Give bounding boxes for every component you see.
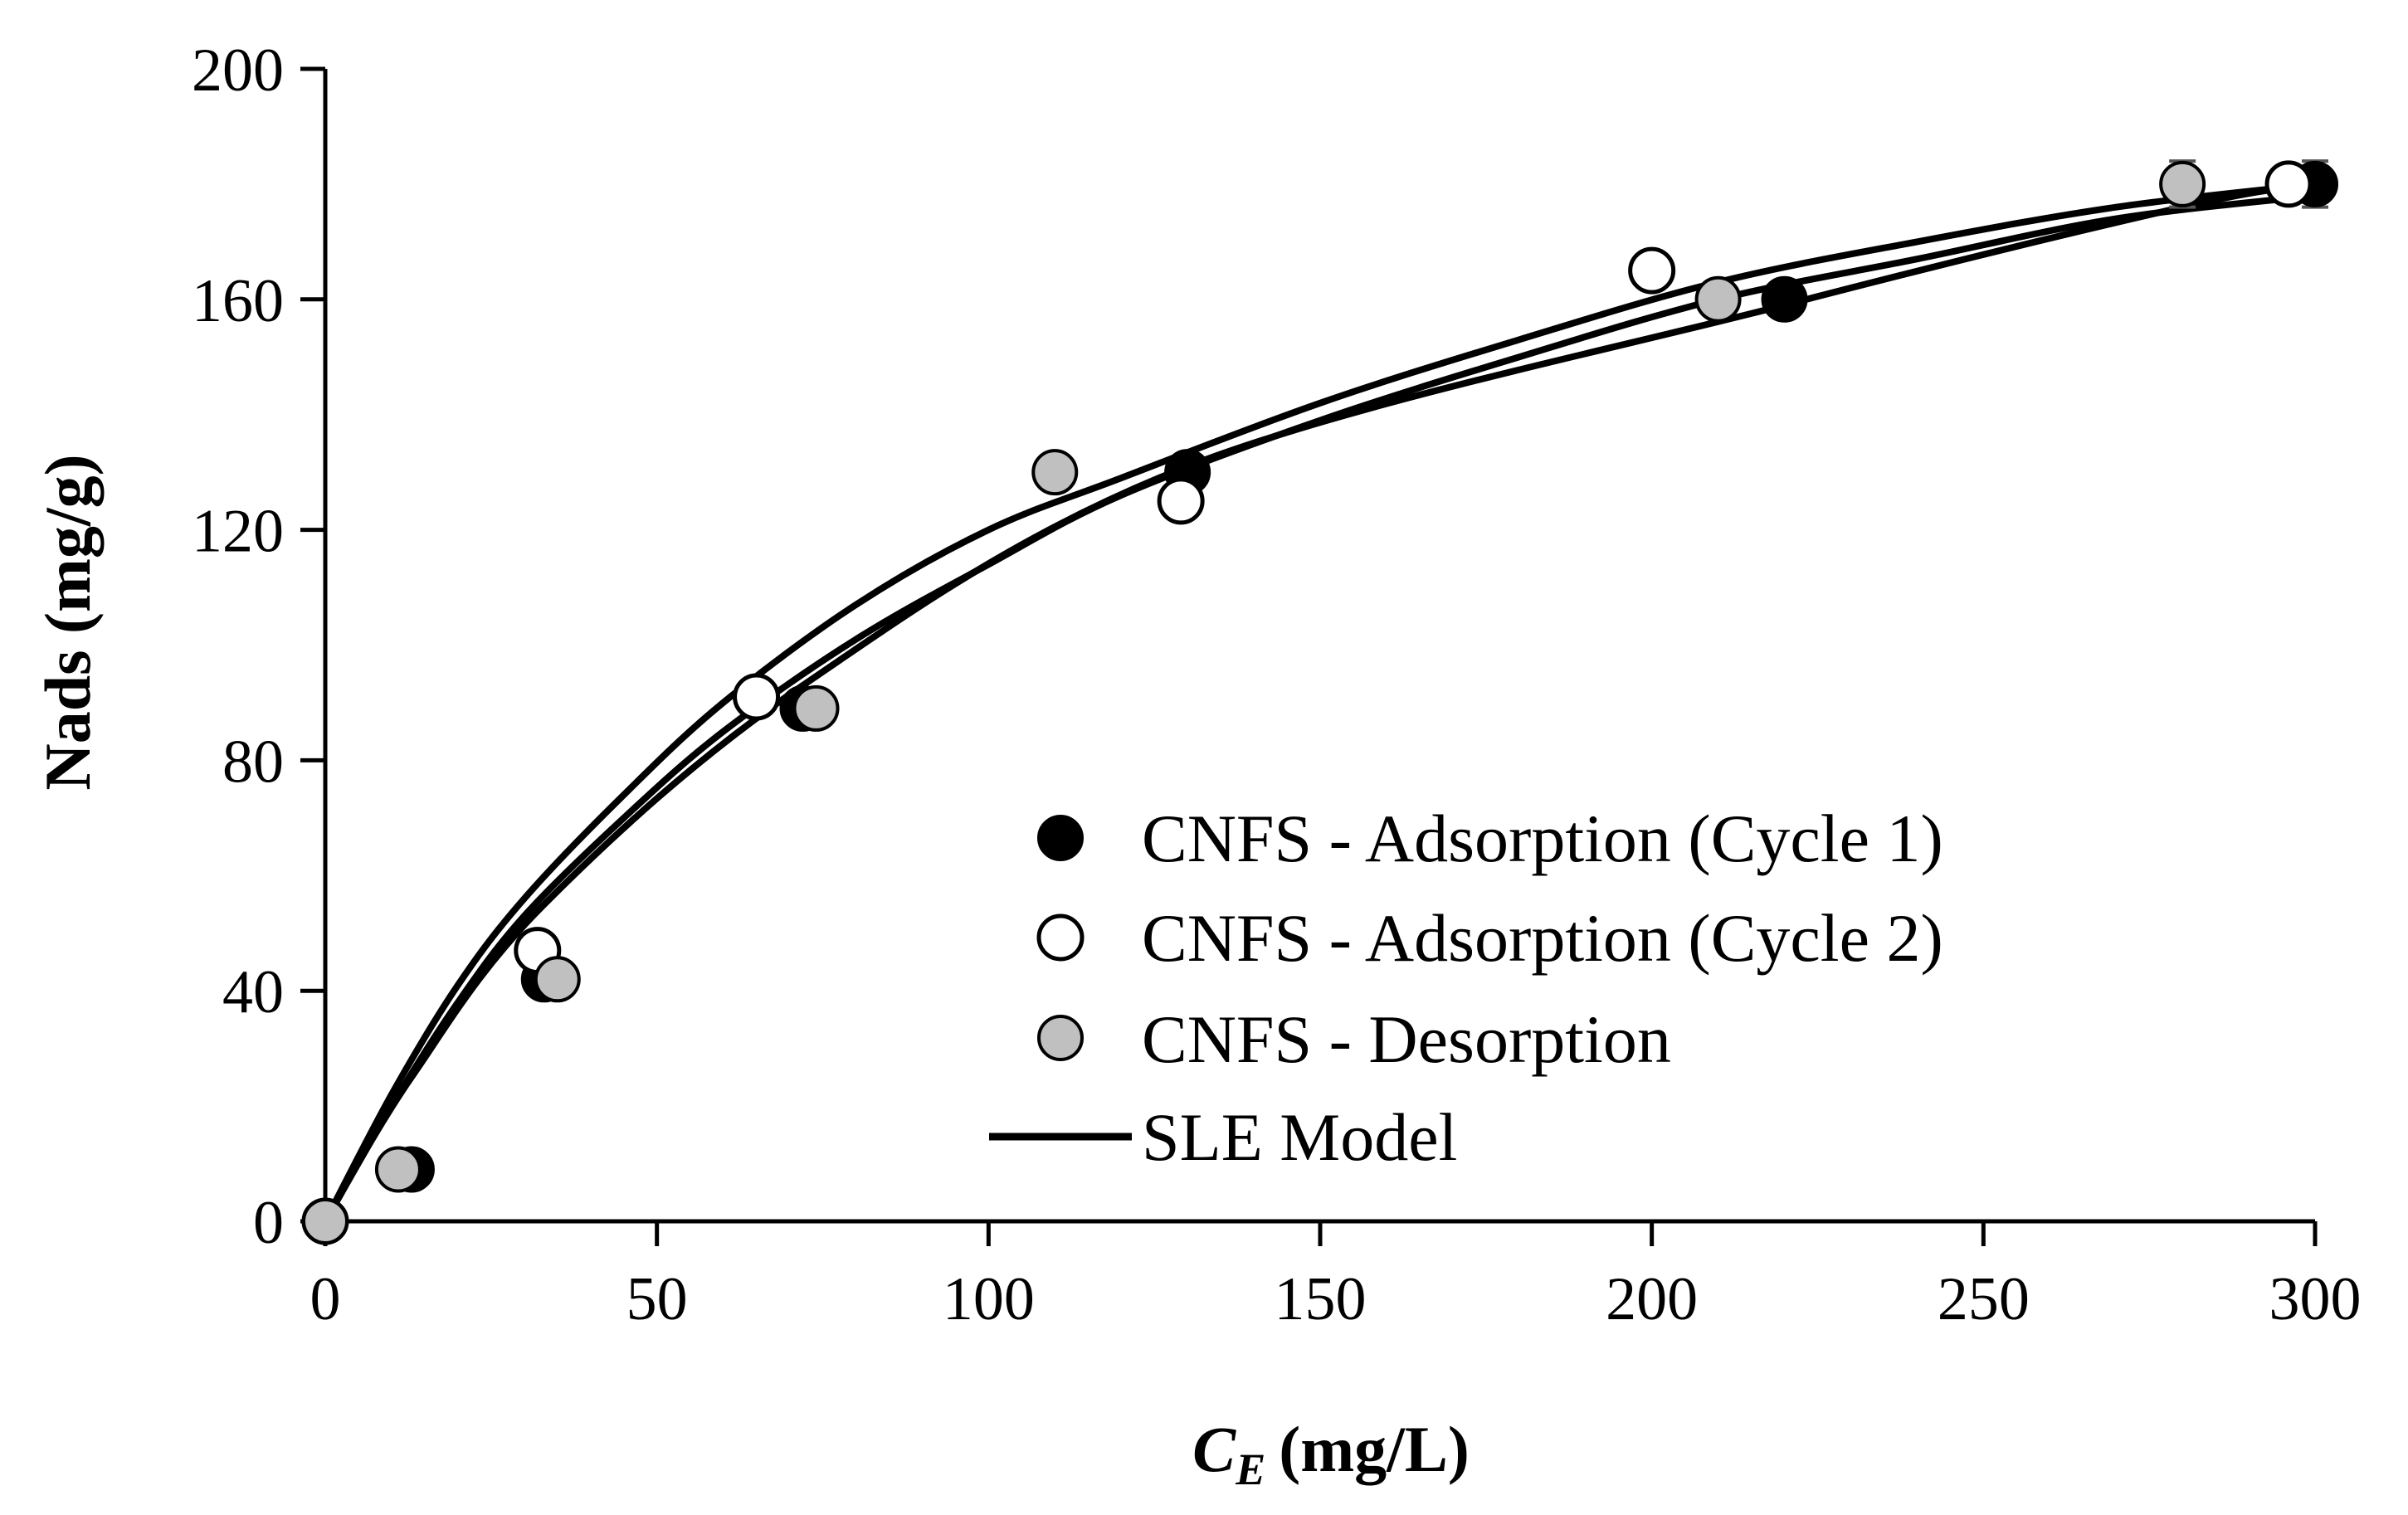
point-cycle2 [1157,477,1205,525]
x-axis-title-main: C [1192,1413,1236,1485]
legend-label-model: SLE Model [1142,1099,1457,1175]
y-axis-title: Nads (mg/g) [32,454,104,790]
point-cycle1 [1761,275,1808,323]
point-cycle2 [733,673,781,721]
legend-label-cycle1: CNFS - Adsorption (Cycle 1) [1142,801,1943,876]
x-tick-label: 0 [310,1265,341,1333]
x-tick-label: 300 [2269,1265,2362,1333]
y-ticks: 0 40 80 120 160 200 [192,37,325,1257]
point-cycle2 [1628,246,1676,295]
x-tick-label: 150 [1275,1265,1367,1333]
point-desorption [302,1198,349,1245]
point-desorption [374,1146,422,1193]
model-curve-3 [322,180,2318,1225]
y-tick-label: 0 [253,1189,284,1257]
model-curve-1 [322,180,2318,1225]
point-desorption [1031,449,1079,496]
y-tick-label: 40 [222,958,284,1026]
legend-marker-cycle1 [1037,815,1084,861]
point-desorption [2159,160,2206,207]
x-tick-label: 50 [626,1265,688,1333]
legend-label-cycle2: CNFS - Adsorption (Cycle 2) [1142,900,1943,976]
legend-marker-cycle2 [1036,913,1085,962]
x-axis-title: CE (mg/L) [1192,1413,1470,1494]
point-desorption [792,684,840,732]
legend-marker-desorption [1037,1015,1084,1061]
point-desorption [1694,275,1742,323]
legend: CNFS - Adsorption (Cycle 1) CNFS - Adsor… [989,801,1943,1175]
point-cycle2 [2264,160,2313,208]
y-tick-label: 80 [222,728,284,796]
x-tick-label: 100 [943,1265,1035,1333]
model-curves [322,180,2318,1225]
x-tick-label: 200 [1606,1265,1698,1333]
y-tick-label: 200 [192,37,284,105]
x-axis-title-sub: E [1235,1444,1265,1494]
x-tick-label: 250 [1938,1265,2030,1333]
x-axis-title-unit: (mg/L) [1279,1413,1470,1485]
y-tick-label: 120 [192,498,284,566]
y-tick-label: 160 [192,267,284,335]
point-desorption [534,956,581,1003]
data-points [301,160,2338,1245]
legend-label-desorption: CNFS - Desorption [1142,1001,1671,1077]
x-ticks: 0 50 100 150 200 250 300 [310,1221,2362,1333]
